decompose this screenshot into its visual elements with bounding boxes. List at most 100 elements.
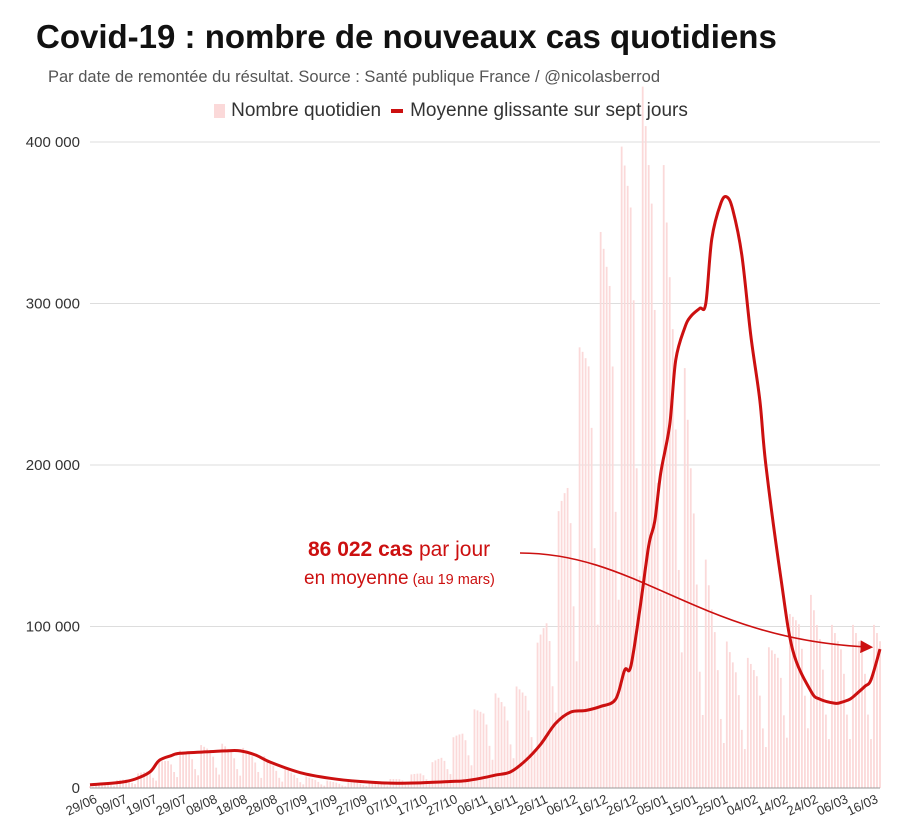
- x-tick-label: 16/03: [844, 791, 880, 818]
- daily-bar: [485, 724, 488, 788]
- daily-bar: [374, 781, 377, 788]
- daily-bar: [410, 774, 413, 788]
- daily-bar: [819, 639, 821, 788]
- y-tick-label: 300 000: [26, 296, 80, 313]
- daily-bar: [554, 712, 557, 788]
- daily-bar: [590, 427, 593, 788]
- legend-bars-label: Nombre quotidien: [231, 100, 382, 121]
- daily-bar: [593, 548, 596, 788]
- daily-bar: [725, 641, 728, 788]
- daily-bar: [275, 770, 278, 788]
- daily-bar: [191, 759, 194, 788]
- daily-bar: [698, 671, 701, 788]
- daily-bar: [788, 614, 791, 788]
- legend-item-bars: Nombre quotidien: [214, 100, 381, 122]
- daily-bar: [170, 764, 172, 788]
- daily-bar: [858, 641, 860, 788]
- daily-bar: [353, 782, 356, 788]
- daily-bar: [665, 222, 668, 788]
- daily-bar: [440, 757, 443, 788]
- daily-bar: [428, 781, 431, 788]
- daily-bar: [287, 770, 290, 788]
- daily-bar: [167, 760, 169, 788]
- daily-bar: [161, 761, 163, 788]
- daily-bar: [233, 758, 236, 788]
- annotation-line-2: en moyenne (au 19 mars): [304, 568, 495, 590]
- daily-bar: [347, 782, 350, 788]
- annotation-text-c: (au 19 mars): [408, 572, 495, 588]
- daily-bar: [209, 750, 212, 788]
- annotation-text-b: en moyenne: [304, 568, 409, 589]
- daily-bar: [876, 633, 878, 788]
- annotation-text-a: par jour: [413, 538, 491, 561]
- daily-bar: [825, 714, 827, 788]
- daily-bar: [473, 709, 476, 788]
- daily-bar: [176, 777, 179, 788]
- daily-bar: [659, 592, 662, 788]
- daily-bar: [497, 697, 500, 788]
- daily-bar: [224, 746, 227, 788]
- daily-bar: [263, 756, 266, 788]
- daily-bar: [828, 739, 830, 788]
- daily-bar: [746, 657, 749, 788]
- daily-bar: [512, 758, 515, 788]
- daily-bar: [110, 785, 112, 788]
- daily-bar: [834, 633, 836, 788]
- daily-bar: [575, 661, 578, 788]
- daily-bar: [608, 285, 611, 788]
- daily-bar: [236, 769, 239, 788]
- daily-bar: [128, 780, 130, 788]
- daily-bar: [482, 713, 485, 788]
- daily-bar: [527, 710, 530, 788]
- daily-bar: [776, 657, 779, 788]
- daily-bar: [413, 773, 416, 788]
- daily-bar: [290, 772, 293, 788]
- daily-bar: [524, 695, 527, 788]
- daily-bar: [536, 642, 539, 788]
- daily-bar: [581, 351, 584, 788]
- daily-bar: [846, 714, 848, 788]
- daily-bar: [728, 652, 731, 788]
- daily-bar: [137, 773, 139, 788]
- annotation-arrow: [519, 552, 874, 654]
- daily-bar: [248, 753, 251, 788]
- daily-bar: [140, 772, 142, 788]
- daily-bar: [239, 775, 242, 788]
- daily-bar: [521, 692, 524, 788]
- daily-bar: [773, 653, 776, 788]
- daily-bar: [362, 785, 365, 788]
- daily-bar: [329, 781, 332, 788]
- daily-bar: [587, 366, 590, 788]
- daily-bar: [323, 785, 326, 788]
- daily-bar: [179, 750, 182, 788]
- daily-bar: [837, 641, 839, 788]
- daily-bar: [503, 706, 506, 788]
- daily-bar: [870, 739, 872, 788]
- daily-bar: [113, 785, 115, 788]
- daily-bar: [125, 779, 127, 788]
- daily-bar: [641, 86, 644, 789]
- daily-bar: [332, 781, 335, 788]
- daily-bar: [584, 358, 587, 788]
- daily-bar: [221, 743, 224, 788]
- daily-bar: [452, 737, 455, 788]
- daily-bar: [843, 673, 845, 788]
- legend: Nombre quotidien Moyenne glissante sur s…: [0, 99, 902, 123]
- daily-bar: [299, 782, 302, 788]
- daily-bar: [782, 715, 785, 788]
- daily-bar: [849, 739, 851, 788]
- legend-line-label: Moyenne glissante sur sept jours: [410, 100, 688, 121]
- daily-bar: [813, 610, 815, 788]
- y-tick-label: 100 000: [26, 619, 80, 636]
- daily-bar: [446, 769, 449, 788]
- daily-bar: [779, 677, 782, 788]
- daily-bar: [284, 768, 287, 788]
- daily-bar: [242, 747, 245, 788]
- daily-bar: [143, 772, 145, 788]
- daily-bar: [509, 744, 512, 788]
- daily-bar: [611, 366, 614, 788]
- daily-bar: [335, 782, 338, 788]
- daily-bar: [653, 309, 656, 788]
- daily-bar: [614, 511, 617, 788]
